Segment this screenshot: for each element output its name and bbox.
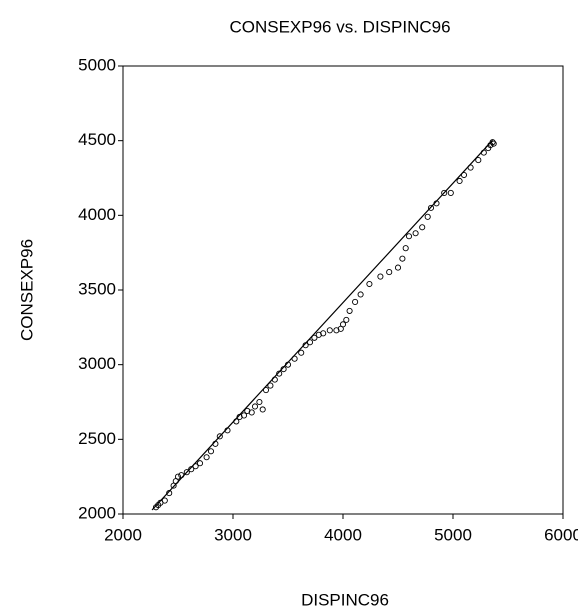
scatter-point [216,433,223,440]
x-tick-label: 4000 [324,525,362,544]
scatter-point [276,370,283,377]
scatter-point [188,466,195,473]
scatter-point [298,349,305,356]
scatter-point [320,330,327,337]
scatter-point [284,361,292,368]
scatter-point [467,164,474,171]
scatter-point [192,463,199,470]
x-tick-label: 3000 [214,525,252,544]
scatter-point [339,321,347,328]
scatter-point [343,316,350,323]
scatter-point [412,230,419,237]
scatter-point [311,334,318,341]
scatter-point [212,440,219,447]
scatter-point [306,339,314,346]
y-tick-label: 4000 [78,205,116,224]
scatter-point [394,264,402,271]
scatter-point [174,473,182,480]
scatter-point [386,269,393,276]
plot-frame [122,65,564,515]
y-axis-label: CONSEXP96 [17,239,36,341]
scatter-point [178,472,185,479]
scatter-point [489,139,496,146]
scatter-point [196,460,204,467]
y-tick-label: 5000 [78,55,116,74]
scatter-point [291,355,298,362]
scatter-point [447,189,454,196]
scatter-point [256,398,263,406]
y-tick-label: 3000 [78,354,116,373]
scatter-point [405,233,413,240]
scatter-point [248,409,255,416]
scatter-point [357,291,364,298]
scatter-point [203,454,210,461]
scatter-point [456,177,463,185]
scatter-point [377,273,384,280]
scatter-point [326,327,333,334]
scatter-point [475,157,482,164]
scatter-point [366,280,373,288]
scatter-point [207,448,215,455]
x-axis-label: DISPINC96 [301,590,389,609]
scatter-point [460,171,468,179]
scatter-point [427,204,435,211]
y-tick-label: 2500 [78,429,116,448]
y-tick-label: 3500 [78,279,116,298]
scatter-point [352,298,359,305]
scatter-point [346,307,353,314]
scatter-point [433,200,440,207]
scatter-point [399,255,406,262]
scatter-point [480,149,487,156]
x-tick-label: 6000 [544,525,578,544]
fit-line [151,139,494,511]
scatter-point [183,469,190,476]
scatter-point [280,366,287,373]
scatter-point [302,342,309,349]
scatter-point [271,376,278,383]
scatter-point [166,490,173,497]
scatter-point [224,427,231,434]
x-tick-label: 2000 [104,525,142,544]
scatter-point [424,213,431,220]
scatter-point [161,497,168,504]
scatter-point [240,412,248,419]
scatter-point [441,189,448,196]
chart-title: CONSEXP96 vs. DISPINC96 [229,17,450,36]
scatter-point [251,403,259,410]
y-tick-label: 2000 [78,503,116,522]
scatter-point [262,387,270,394]
scatter-point [419,224,426,231]
scatter-point [267,382,274,389]
scatter-point [402,245,409,252]
y-tick-label: 4500 [78,130,116,149]
x-tick-label: 5000 [434,525,472,544]
scatter-point [490,140,497,147]
scatter-point [233,418,240,425]
scatter-point [259,406,266,413]
